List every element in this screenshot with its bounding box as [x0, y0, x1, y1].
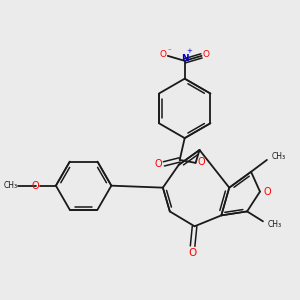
Text: N: N	[181, 54, 188, 63]
Text: O: O	[159, 50, 167, 59]
Text: O: O	[263, 187, 271, 196]
Text: O: O	[198, 157, 205, 167]
Text: O: O	[31, 181, 39, 191]
Text: O: O	[188, 248, 197, 258]
Text: CH₃: CH₃	[272, 152, 286, 161]
Text: O: O	[154, 159, 162, 169]
Text: +: +	[187, 48, 193, 54]
Text: CH₃: CH₃	[268, 220, 282, 229]
Text: ⁻: ⁻	[168, 48, 172, 54]
Text: CH₃: CH₃	[3, 181, 17, 190]
Text: O: O	[203, 50, 210, 59]
